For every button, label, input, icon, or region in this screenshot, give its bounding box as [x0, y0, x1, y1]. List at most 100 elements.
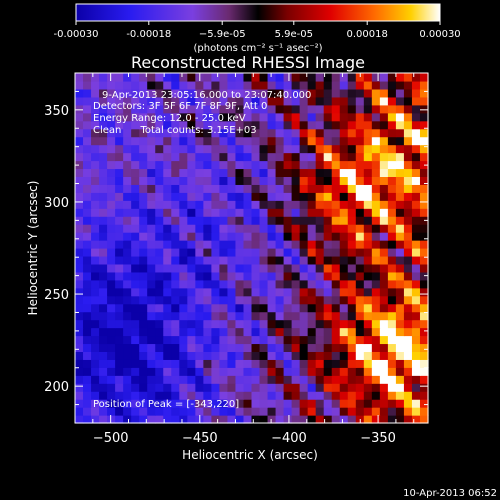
- heatmap-cell: [299, 192, 309, 201]
- heatmap-cell: [147, 80, 156, 90]
- heatmap-cell: [379, 335, 389, 345]
- heatmap-cell: [179, 224, 188, 233]
- heatmap-cell: [299, 80, 309, 90]
- heatmap-cell: [99, 415, 108, 424]
- heatmap-cell: [115, 415, 124, 424]
- heatmap-cell: [275, 335, 285, 345]
- heatmap-cell: [91, 391, 100, 400]
- heatmap-cell: [115, 287, 124, 297]
- heatmap-cell: [283, 295, 293, 305]
- heatmap-cell: [283, 399, 293, 408]
- heatmap-cell: [347, 311, 357, 321]
- heatmap-cell: [259, 375, 269, 384]
- heatmap-cell: [163, 407, 172, 416]
- heatmap-cell: [387, 335, 397, 345]
- heatmap-cell: [211, 383, 221, 392]
- heatmap-cell: [155, 359, 164, 368]
- heatmap-cell: [115, 319, 124, 329]
- heatmap-cell: [227, 407, 237, 416]
- heatmap-cell: [227, 287, 237, 297]
- heatmap-cell: [299, 120, 309, 130]
- heatmap-cell: [419, 136, 429, 146]
- heatmap-cell: [307, 224, 317, 233]
- heatmap-cell: [123, 144, 132, 154]
- heatmap-cell: [91, 128, 100, 138]
- heatmap-cell: [259, 168, 269, 177]
- heatmap-cell: [75, 112, 84, 122]
- heatmap-cell: [243, 176, 253, 185]
- heatmap-cell: [83, 136, 92, 146]
- heatmap-cell: [155, 343, 164, 352]
- heatmap-cell: [195, 176, 204, 185]
- heatmap-cell: [267, 73, 277, 82]
- heatmap-cell: [243, 295, 253, 305]
- heatmap-cell: [123, 88, 132, 98]
- heatmap-cell: [299, 160, 309, 170]
- heatmap-cell: [163, 184, 172, 193]
- heatmap-cell: [187, 415, 196, 424]
- heatmap-cell: [171, 192, 180, 201]
- heatmap-cell: [395, 104, 405, 114]
- heatmap-cell: [347, 144, 357, 154]
- heatmap-cell: [419, 399, 429, 408]
- heatmap-cell: [187, 287, 196, 297]
- heatmap-cell: [251, 128, 261, 138]
- heatmap-cell: [91, 208, 100, 217]
- heatmap-cell: [75, 295, 84, 305]
- heatmap-cell: [203, 287, 212, 297]
- heatmap-cell: [187, 112, 196, 122]
- heatmap-cell: [147, 319, 156, 329]
- heatmap-cell: [187, 240, 196, 249]
- heatmap-cell: [235, 271, 245, 281]
- heatmap-cell: [283, 168, 293, 177]
- heatmap-cell: [171, 136, 180, 146]
- heatmap-cell: [147, 232, 156, 241]
- heatmap-cell: [243, 327, 253, 337]
- heatmap-cell: [107, 200, 116, 209]
- heatmap-cell: [131, 311, 140, 321]
- heatmap-cell: [355, 279, 365, 289]
- heatmap-cell: [179, 216, 188, 225]
- heatmap-cell: [179, 367, 188, 376]
- heatmap-cell: [323, 335, 333, 345]
- heatmap-cell: [123, 351, 132, 360]
- heatmap-cell: [299, 383, 309, 392]
- heatmap-cell: [99, 232, 108, 241]
- heatmap-cell: [115, 383, 124, 392]
- heatmap-cell: [275, 224, 285, 233]
- heatmap-cell: [323, 375, 333, 384]
- heatmap-cell: [291, 343, 301, 352]
- heatmap-cell: [283, 96, 293, 106]
- heatmap-cell: [363, 216, 373, 225]
- heatmap-cell: [283, 343, 293, 352]
- heatmap-cell: [91, 248, 100, 257]
- heatmap-cell: [315, 415, 325, 424]
- heatmap-cell: [315, 104, 325, 114]
- heatmap-cell: [387, 88, 397, 98]
- heatmap-cell: [251, 160, 261, 170]
- heatmap-cell: [267, 112, 277, 122]
- heatmap-cell: [283, 287, 293, 297]
- heatmap-cell: [307, 407, 317, 416]
- heatmap-cell: [315, 96, 325, 106]
- heatmap-cell: [331, 407, 341, 416]
- heatmap-cell: [195, 391, 204, 400]
- heatmap-cell: [187, 88, 196, 98]
- heatmap-cell: [411, 295, 421, 305]
- heatmap-cell: [219, 80, 229, 90]
- heatmap-cell: [267, 184, 277, 193]
- heatmap-cell: [283, 112, 293, 122]
- heatmap-cell: [123, 391, 132, 400]
- heatmap-cell: [211, 327, 221, 337]
- heatmap-cell: [331, 311, 341, 321]
- heatmap-cell: [275, 415, 285, 424]
- heatmap-cell: [243, 160, 253, 170]
- heatmap-cell: [283, 216, 293, 225]
- heatmap-cell: [379, 359, 389, 368]
- heatmap-cell: [339, 311, 349, 321]
- heatmap-cell: [291, 407, 301, 416]
- heatmap-cell: [203, 200, 212, 209]
- heatmap-cell: [83, 375, 92, 384]
- heatmap-cell: [371, 319, 381, 329]
- heatmap-cell: [219, 136, 229, 146]
